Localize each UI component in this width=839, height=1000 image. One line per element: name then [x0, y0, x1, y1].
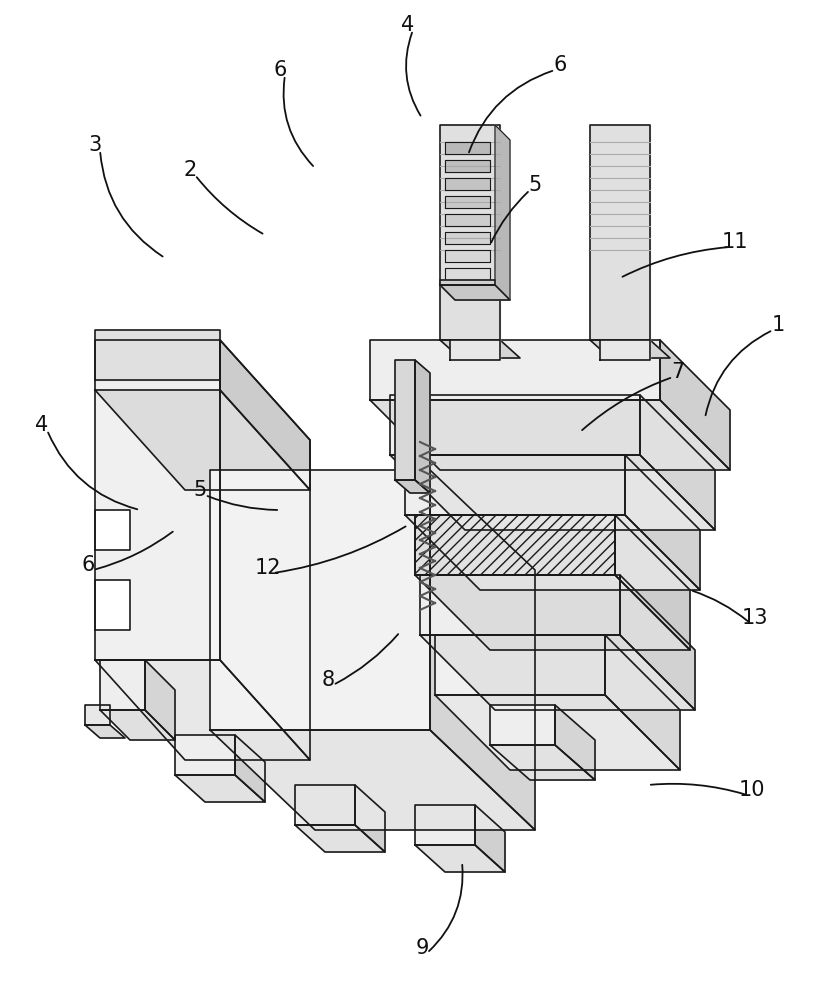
Polygon shape: [95, 390, 310, 490]
Polygon shape: [605, 635, 680, 770]
Text: 8: 8: [321, 670, 335, 690]
Text: 2: 2: [184, 160, 196, 180]
Text: 6: 6: [81, 555, 95, 575]
Text: 4: 4: [401, 15, 414, 35]
Polygon shape: [95, 340, 220, 660]
Polygon shape: [415, 805, 475, 845]
Text: 1: 1: [771, 315, 784, 335]
Polygon shape: [220, 340, 310, 760]
Text: 5: 5: [529, 175, 542, 195]
Polygon shape: [615, 515, 690, 650]
Polygon shape: [95, 580, 130, 630]
Polygon shape: [235, 735, 265, 802]
Polygon shape: [415, 515, 615, 575]
Polygon shape: [495, 125, 510, 300]
Polygon shape: [395, 480, 430, 493]
Polygon shape: [210, 730, 535, 830]
Polygon shape: [85, 705, 110, 725]
Polygon shape: [100, 710, 175, 740]
Polygon shape: [370, 400, 730, 470]
Text: 11: 11: [722, 232, 748, 252]
Polygon shape: [490, 705, 555, 745]
Polygon shape: [355, 785, 385, 852]
Text: 7: 7: [671, 362, 685, 382]
Polygon shape: [390, 455, 715, 530]
Polygon shape: [435, 635, 605, 695]
Text: 6: 6: [274, 60, 287, 80]
Polygon shape: [415, 515, 615, 575]
Polygon shape: [445, 142, 490, 154]
Text: 13: 13: [742, 608, 769, 628]
Polygon shape: [95, 330, 220, 380]
Polygon shape: [145, 660, 175, 740]
Polygon shape: [405, 515, 700, 590]
Polygon shape: [435, 695, 680, 770]
Polygon shape: [100, 660, 145, 710]
Polygon shape: [95, 510, 130, 550]
Polygon shape: [450, 340, 500, 360]
Polygon shape: [390, 395, 640, 455]
Polygon shape: [395, 360, 415, 480]
Polygon shape: [295, 785, 355, 825]
Text: 9: 9: [415, 938, 429, 958]
Polygon shape: [415, 575, 690, 650]
Text: 5: 5: [193, 480, 206, 500]
Polygon shape: [445, 250, 490, 262]
Text: 6: 6: [553, 55, 566, 75]
Polygon shape: [440, 285, 510, 300]
Polygon shape: [440, 125, 500, 340]
Text: 12: 12: [255, 558, 281, 578]
Text: 4: 4: [35, 415, 49, 435]
Polygon shape: [175, 735, 235, 775]
Polygon shape: [555, 705, 595, 780]
Polygon shape: [590, 340, 670, 358]
Polygon shape: [640, 395, 715, 530]
Polygon shape: [430, 470, 535, 830]
Polygon shape: [210, 470, 430, 730]
Polygon shape: [660, 340, 730, 470]
Polygon shape: [490, 745, 595, 780]
Polygon shape: [420, 635, 695, 710]
Polygon shape: [625, 455, 700, 590]
Polygon shape: [220, 340, 310, 490]
Polygon shape: [175, 775, 265, 802]
Polygon shape: [440, 340, 520, 358]
Polygon shape: [445, 232, 490, 244]
Text: 3: 3: [88, 135, 102, 155]
Polygon shape: [415, 845, 505, 872]
Polygon shape: [445, 196, 490, 208]
Polygon shape: [415, 360, 430, 493]
Polygon shape: [445, 178, 490, 190]
Polygon shape: [295, 825, 385, 852]
Polygon shape: [600, 340, 650, 360]
Polygon shape: [95, 660, 310, 760]
Polygon shape: [445, 160, 490, 172]
Polygon shape: [620, 575, 695, 710]
Polygon shape: [85, 725, 125, 738]
Polygon shape: [445, 214, 490, 226]
Polygon shape: [445, 268, 490, 280]
Polygon shape: [370, 340, 660, 400]
Polygon shape: [440, 280, 495, 285]
Polygon shape: [405, 455, 625, 515]
Polygon shape: [590, 125, 650, 340]
Polygon shape: [475, 805, 505, 872]
Polygon shape: [420, 575, 620, 635]
Text: 10: 10: [739, 780, 765, 800]
